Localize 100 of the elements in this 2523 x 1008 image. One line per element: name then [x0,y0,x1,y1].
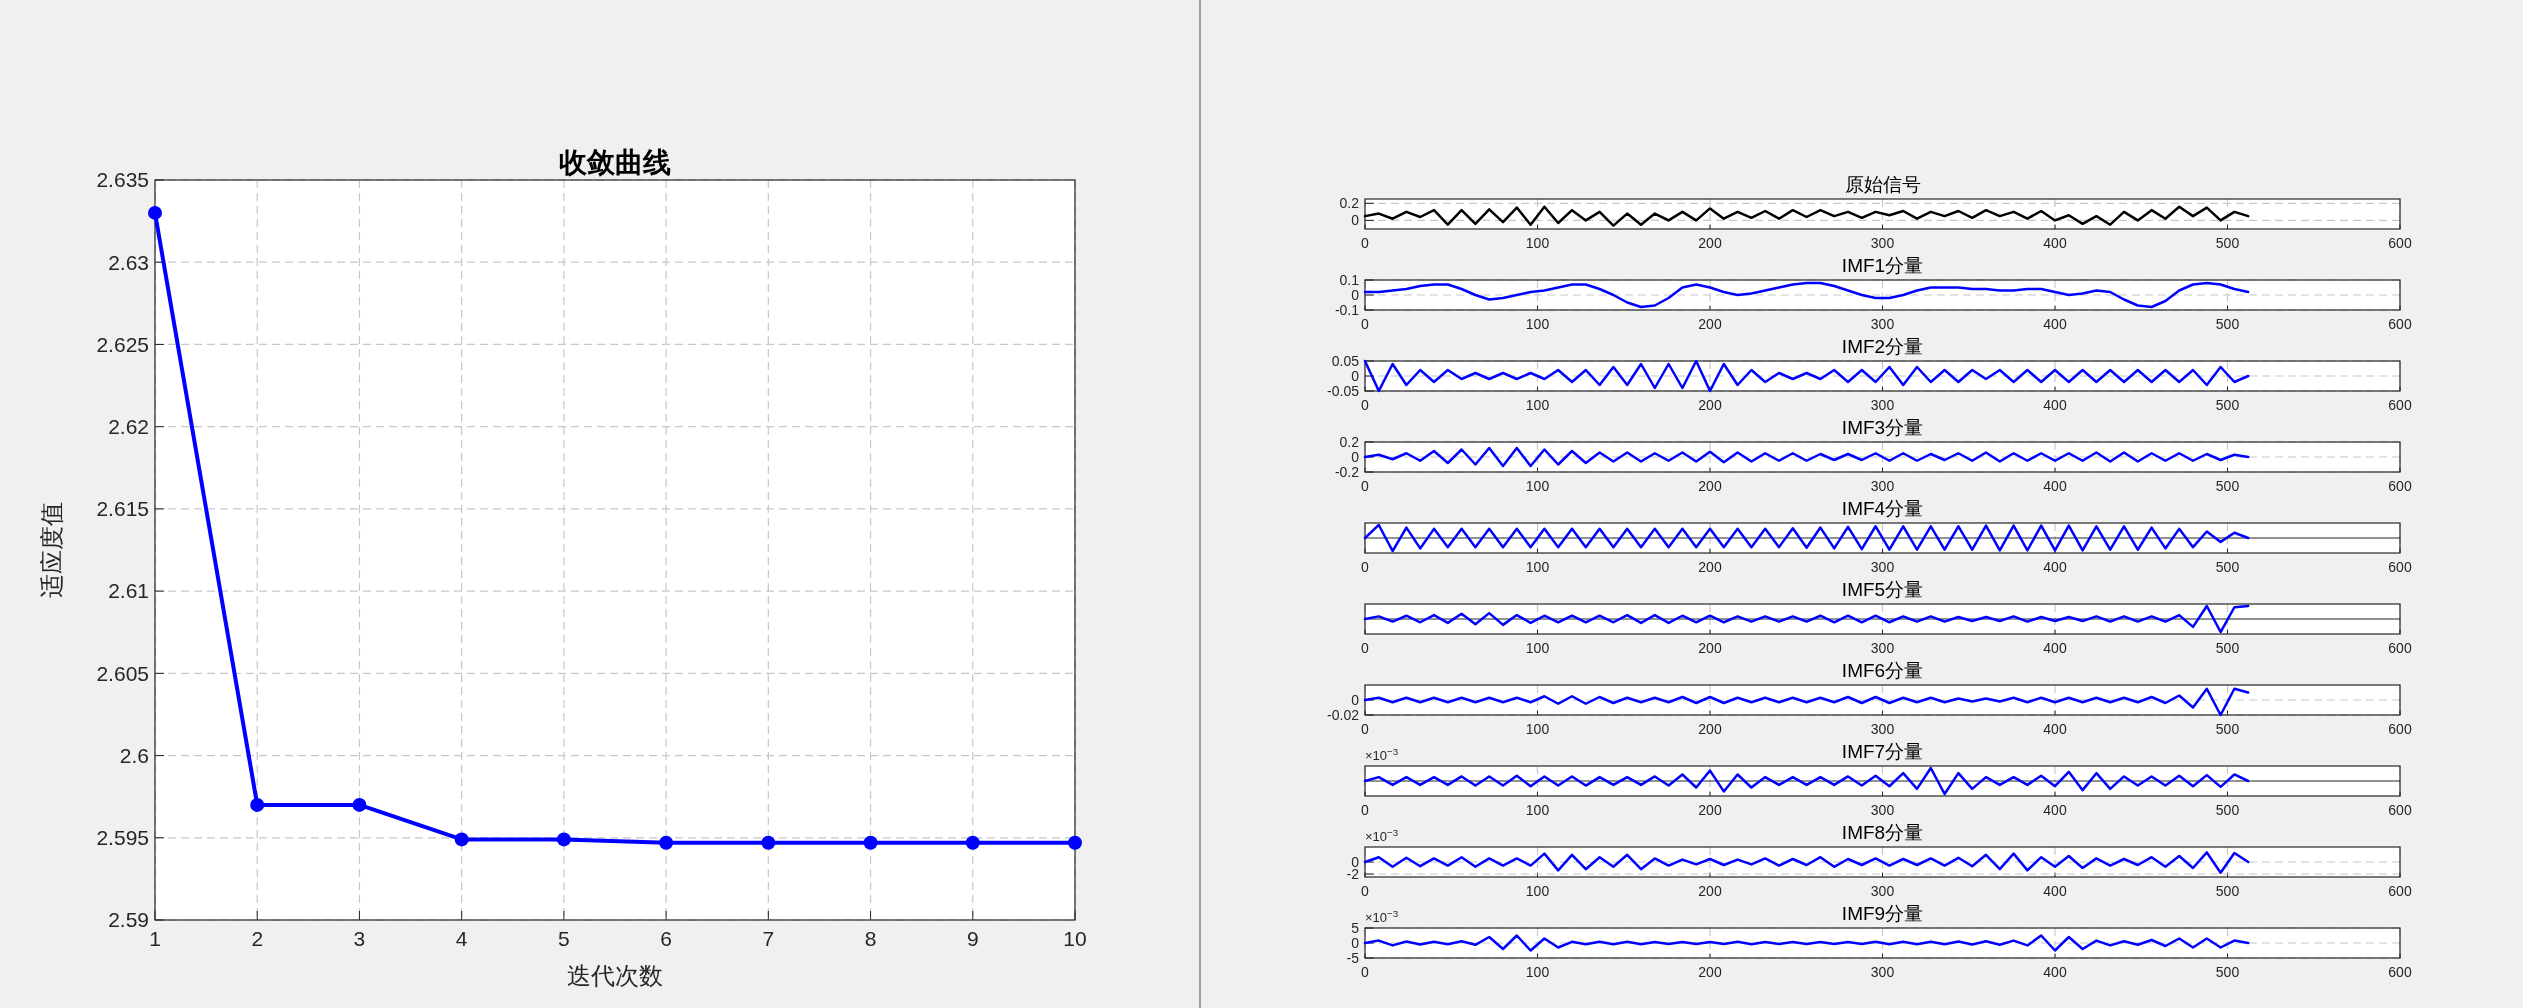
line-series [1363,359,2250,393]
x-axis-title: 迭代次数 [567,962,663,989]
point [148,205,162,220]
y-tick-label: 0 [1351,691,1360,708]
x-tick-label: 500 [2215,640,2240,656]
line-series [1363,281,2250,309]
x-tick-label: 5 [558,927,570,950]
x-tick-label: 500 [2215,235,2240,251]
x-tick-label: 2 [251,927,264,950]
y-tick-label: -5 [1346,949,1360,966]
x-tick-label: 4 [455,927,468,950]
y-tick-label: 0 [1351,448,1360,465]
x-tick-label: 400 [2043,721,2067,737]
x-tick-label: 400 [2043,235,2067,251]
point [250,797,265,812]
x-tick-label: 0 [1361,235,1370,251]
x-tick-label: 0 [1361,397,1370,413]
x-tick-label: 600 [2388,397,2412,413]
x-tick-label: 0 [1361,559,1370,575]
x-tick-label: 300 [1870,235,1895,251]
line-series [1363,934,2250,952]
x-tick-label: 400 [2043,964,2067,980]
x-tick-label: 400 [2043,802,2067,818]
x-tick-label: 300 [1870,640,1895,656]
x-tick-label: 400 [2043,640,2067,656]
x-tick-label: 10 [1063,927,1087,950]
y-tick-label: 0.1 [1339,271,1360,288]
text: ×10$^{−3}$ [1365,826,1399,844]
chart-title: IMF5分量 [1841,579,1924,600]
x-tick-label: 100 [1525,235,1550,251]
x-tick-label: 100 [1525,640,1550,656]
x-tick-label: 600 [2388,559,2412,575]
x-tick-label: 300 [1870,397,1895,413]
x-tick-label: 300 [1870,559,1895,575]
y-tick-label: 0.2 [1339,433,1360,450]
line-series [1363,851,2250,875]
chart-title: IMF9分量 [1841,903,1924,924]
y-tick-label: 2.625 [96,332,149,356]
x-tick-label: 500 [2215,559,2240,575]
x-tick-label: 100 [1525,397,1550,413]
x-tick-label: 3 [353,927,366,950]
x-tick-label: 200 [1698,640,1722,656]
x-tick-label: 600 [2388,235,2412,251]
x-tick-label: 100 [1525,559,1550,575]
point [352,797,367,812]
chart-title: IMF6分量 [1841,660,1924,681]
x-tick-label: 500 [2215,721,2240,737]
x-tick-label: 100 [1525,316,1550,332]
chart-title: IMF1分量 [1841,255,1924,276]
x-tick-label: 600 [2388,964,2412,980]
point [965,835,980,850]
x-tick-label: 300 [1870,883,1895,899]
x-tick-label: 200 [1698,397,1722,413]
x-tick-label: 0 [1361,883,1370,899]
x-tick-label: 400 [2043,478,2067,494]
x-tick-label: 1 [149,927,161,950]
line-series [1363,446,2250,468]
x-tick-label: 400 [2043,559,2067,575]
y-tick-label: 2.595 [96,826,149,850]
x-tick-label: 200 [1698,802,1722,818]
x-tick-label: 600 [2388,721,2412,737]
x-tick-label: 500 [2215,883,2240,899]
y-tick-label: -0.1 [1334,301,1360,318]
point [556,832,571,847]
x-tick-label: 200 [1698,478,1722,494]
x-tick-label: 300 [1870,721,1895,737]
y-tick-label: 0 [1351,212,1360,229]
y-tick-label: -0.05 [1327,382,1360,399]
x-tick-label: 300 [1870,316,1895,332]
y-tick-label: -0.2 [1334,463,1360,480]
y-tick-label: 2.6 [119,743,149,767]
y-tick-label: 0.2 [1339,195,1360,212]
x-tick-label: 500 [2215,478,2240,494]
x-tick-label: 400 [2043,397,2067,413]
x-tick-label: 0 [1361,721,1370,737]
point [1068,835,1082,850]
x-tick-label: 400 [2043,316,2067,332]
y-tick-label: 0.05 [1331,352,1360,369]
chart-title: 收敛曲线 [559,147,671,178]
text: ×10$^{−3}$ [1365,907,1399,925]
y-tick-label: 2.63 [108,250,149,274]
x-tick-label: 0 [1361,316,1370,332]
y-tick-label: 0 [1351,853,1360,870]
chart-title: IMF7分量 [1841,741,1924,762]
x-tick-label: 8 [864,927,877,950]
point [454,832,469,847]
x-tick-label: 200 [1698,559,1722,575]
chart-title: IMF2分量 [1841,336,1924,357]
x-tick-label: 100 [1525,721,1550,737]
x-tick-label: 500 [2215,802,2240,818]
x-tick-label: 300 [1870,964,1895,980]
y-tick-label: 2.59 [108,908,149,932]
y-tick-label: 0 [1351,367,1360,384]
x-tick-label: 600 [2388,883,2412,899]
x-tick-label: 300 [1870,478,1895,494]
point [863,835,878,850]
x-tick-label: 0 [1361,478,1370,494]
x-tick-label: 6 [660,927,672,950]
x-tick-label: 100 [1525,883,1550,899]
text: ×10$^{−3}$ [1365,745,1399,763]
